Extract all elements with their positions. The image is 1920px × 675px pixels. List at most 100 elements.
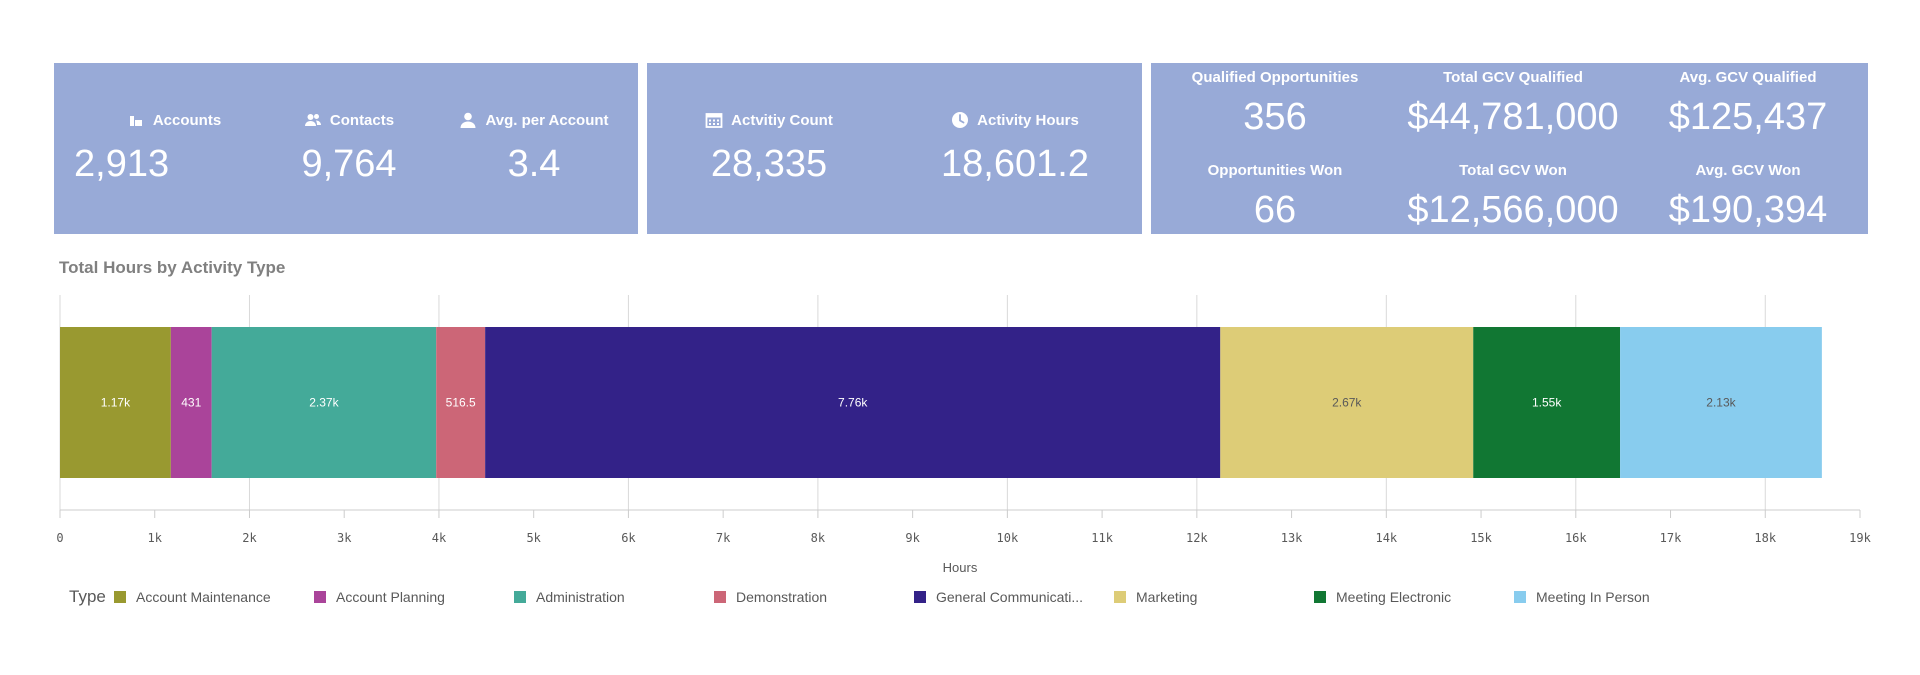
legend-item[interactable]: Administration: [514, 589, 625, 605]
kpi-contacts: Contacts 9,764: [249, 111, 449, 186]
kpi-avg-gcv-won: Avg. GCV Won $190,394: [1628, 162, 1868, 232]
legend-item[interactable]: General Communicati...: [914, 589, 1083, 605]
kpi-accounts: Accounts 2,913: [74, 111, 274, 186]
legend-swatch: [1514, 591, 1526, 603]
bar-segments[interactable]: 1.17k 431 2.37k 516.5 7.76k 2.67k 1.55k 2.13k: [60, 327, 1822, 478]
legend-label: Meeting Electronic: [1336, 589, 1452, 605]
kpi-qualified-opps: Qualified Opportunities 356: [1155, 69, 1395, 139]
x-tick-label: 1k: [148, 531, 163, 545]
legend-swatch: [714, 591, 726, 603]
x-tick-label: 19k: [1849, 531, 1871, 545]
x-axis-title: Hours: [943, 560, 978, 575]
legend-title: Type: [69, 587, 106, 606]
x-tick-label: 6k: [621, 531, 636, 545]
bar-value-label: 2.67k: [1332, 396, 1362, 410]
kpi-avg-per-account-label: Avg. per Account: [485, 111, 609, 129]
clock-icon: [951, 111, 969, 129]
user-icon: [459, 111, 477, 129]
x-tick-label: 13k: [1281, 531, 1303, 545]
bar-value-label: 1.55k: [1532, 396, 1562, 410]
legend-item[interactable]: Account Planning: [314, 589, 445, 605]
legend-swatch: [1314, 591, 1326, 603]
x-tick-label: 18k: [1754, 531, 1776, 545]
legend-item[interactable]: Demonstration: [714, 589, 827, 605]
legend-swatch: [114, 591, 126, 603]
kpi-avg-gcv-qualified-value: $125,437: [1668, 96, 1828, 138]
kpi-qualified-opps-value: 356: [1243, 96, 1307, 138]
x-tick-label: 17k: [1660, 531, 1682, 545]
kpi-avg-per-account: Avg. per Account 3.4: [434, 111, 634, 186]
kpi-total-gcv-qualified: Total GCV Qualified $44,781,000: [1393, 69, 1633, 139]
x-tick-label: 15k: [1470, 531, 1492, 545]
bar-value-label: 2.37k: [309, 396, 339, 410]
x-tick-label: 8k: [811, 531, 826, 545]
kpi-avg-gcv-won-label: Avg. GCV Won: [1695, 162, 1801, 179]
x-tick-label: 4k: [432, 531, 447, 545]
kpi-activity-hours-value: 18,601.2: [941, 143, 1089, 185]
kpi-avg-per-account-value: 3.4: [507, 143, 561, 185]
bar-value-label: 7.76k: [838, 396, 868, 410]
x-tick-label: 2k: [242, 531, 257, 545]
kpi-panel-activity: Actvitiy Count 28,335 Activity Hours 18,…: [647, 63, 1142, 234]
bar-value-label: 431: [181, 396, 201, 410]
x-tick-label: 7k: [716, 531, 731, 545]
chart-title: Total Hours by Activity Type: [59, 258, 286, 277]
legend-label: Account Maintenance: [136, 589, 271, 605]
bar-segment[interactable]: [485, 327, 1221, 478]
legend-item[interactable]: Account Maintenance: [114, 589, 271, 605]
bar-segment[interactable]: [170, 327, 212, 478]
legend-label: Account Planning: [336, 589, 445, 605]
legend-item[interactable]: Meeting Electronic: [1314, 589, 1451, 605]
bar-segment[interactable]: [436, 327, 486, 478]
bar-segment[interactable]: [211, 327, 437, 478]
x-tick-label: 16k: [1565, 531, 1587, 545]
x-tick-label: 10k: [997, 531, 1019, 545]
kpi-activity-hours-label: Activity Hours: [977, 111, 1079, 129]
kpi-activity-count: Actvitiy Count 28,335: [669, 111, 869, 186]
calendar-icon: [705, 111, 723, 129]
legend-label: Demonstration: [736, 589, 828, 605]
bar-segment[interactable]: [1620, 327, 1822, 478]
legend-item[interactable]: Marketing: [1114, 589, 1197, 605]
bar-value-label: 1.17k: [101, 396, 131, 410]
legend-swatch: [914, 591, 926, 603]
kpi-opps-won: Opportunities Won 66: [1155, 162, 1395, 232]
x-tick-label: 11k: [1091, 531, 1113, 545]
legend-swatch: [514, 591, 526, 603]
legend[interactable]: Type Account Maintenance Account Planning…: [69, 587, 1769, 607]
legend-swatch: [314, 591, 326, 603]
bar-value-label: 2.13k: [1706, 396, 1736, 410]
x-tick-label: 5k: [526, 531, 541, 545]
bar-segment[interactable]: [1220, 327, 1474, 478]
x-tick-label: 14k: [1375, 531, 1397, 545]
kpi-panel-accounts: Accounts 2,913 Contacts 9,764 Avg. per A…: [54, 63, 638, 234]
kpi-accounts-value: 2,913: [74, 143, 170, 185]
x-axis: 0 1k 2k 3k 4k 5k 6k 7k 8k 9k 10k 11k 12k 13k 14k 15k 16k…: [56, 509, 1872, 545]
kpi-activity-count-label: Actvitiy Count: [731, 111, 833, 129]
kpi-qualified-opps-label: Qualified Opportunities: [1191, 69, 1359, 86]
kpi-contacts-value: 9,764: [301, 143, 397, 185]
legend-swatch: [1114, 591, 1126, 603]
kpi-total-gcv-won-label: Total GCV Won: [1459, 162, 1567, 179]
kpi-total-gcv-qualified-label: Total GCV Qualified: [1443, 69, 1583, 86]
x-tick-label: 3k: [337, 531, 352, 545]
x-tick-label: 9k: [905, 531, 920, 545]
kpi-avg-gcv-won-value: $190,394: [1668, 189, 1828, 231]
kpi-avg-gcv-qualified: Avg. GCV Qualified $125,437: [1628, 69, 1868, 139]
users-icon: [304, 111, 322, 129]
kpi-avg-gcv-qualified-label: Avg. GCV Qualified: [1679, 69, 1817, 86]
legend-item[interactable]: Meeting In Person: [1514, 589, 1650, 605]
kpi-activity-hours: Activity Hours 18,601.2: [915, 111, 1115, 186]
bar-value-label: 516.5: [446, 396, 476, 410]
bar-segment[interactable]: [1473, 327, 1621, 478]
bar-segment[interactable]: [60, 327, 171, 478]
kpi-opps-won-value: 66: [1253, 189, 1297, 231]
kpi-opps-won-label: Opportunities Won: [1207, 162, 1343, 179]
kpi-total-gcv-won: Total GCV Won $12,566,000: [1393, 162, 1633, 232]
x-tick-label: 12k: [1186, 531, 1208, 545]
stacked-bar-chart[interactable]: 1.17k 431 2.37k 516.5 7.76k 2.67k 1.55k 2.13k 0…: [0, 285, 1920, 585]
kpi-total-gcv-qualified-value: $44,781,000: [1407, 96, 1619, 138]
kpi-panel-opportunities: Qualified Opportunities 356 Total GCV Qu…: [1151, 63, 1868, 234]
legend-label: Meeting In Person: [1536, 589, 1650, 605]
building-icon: [127, 111, 145, 129]
